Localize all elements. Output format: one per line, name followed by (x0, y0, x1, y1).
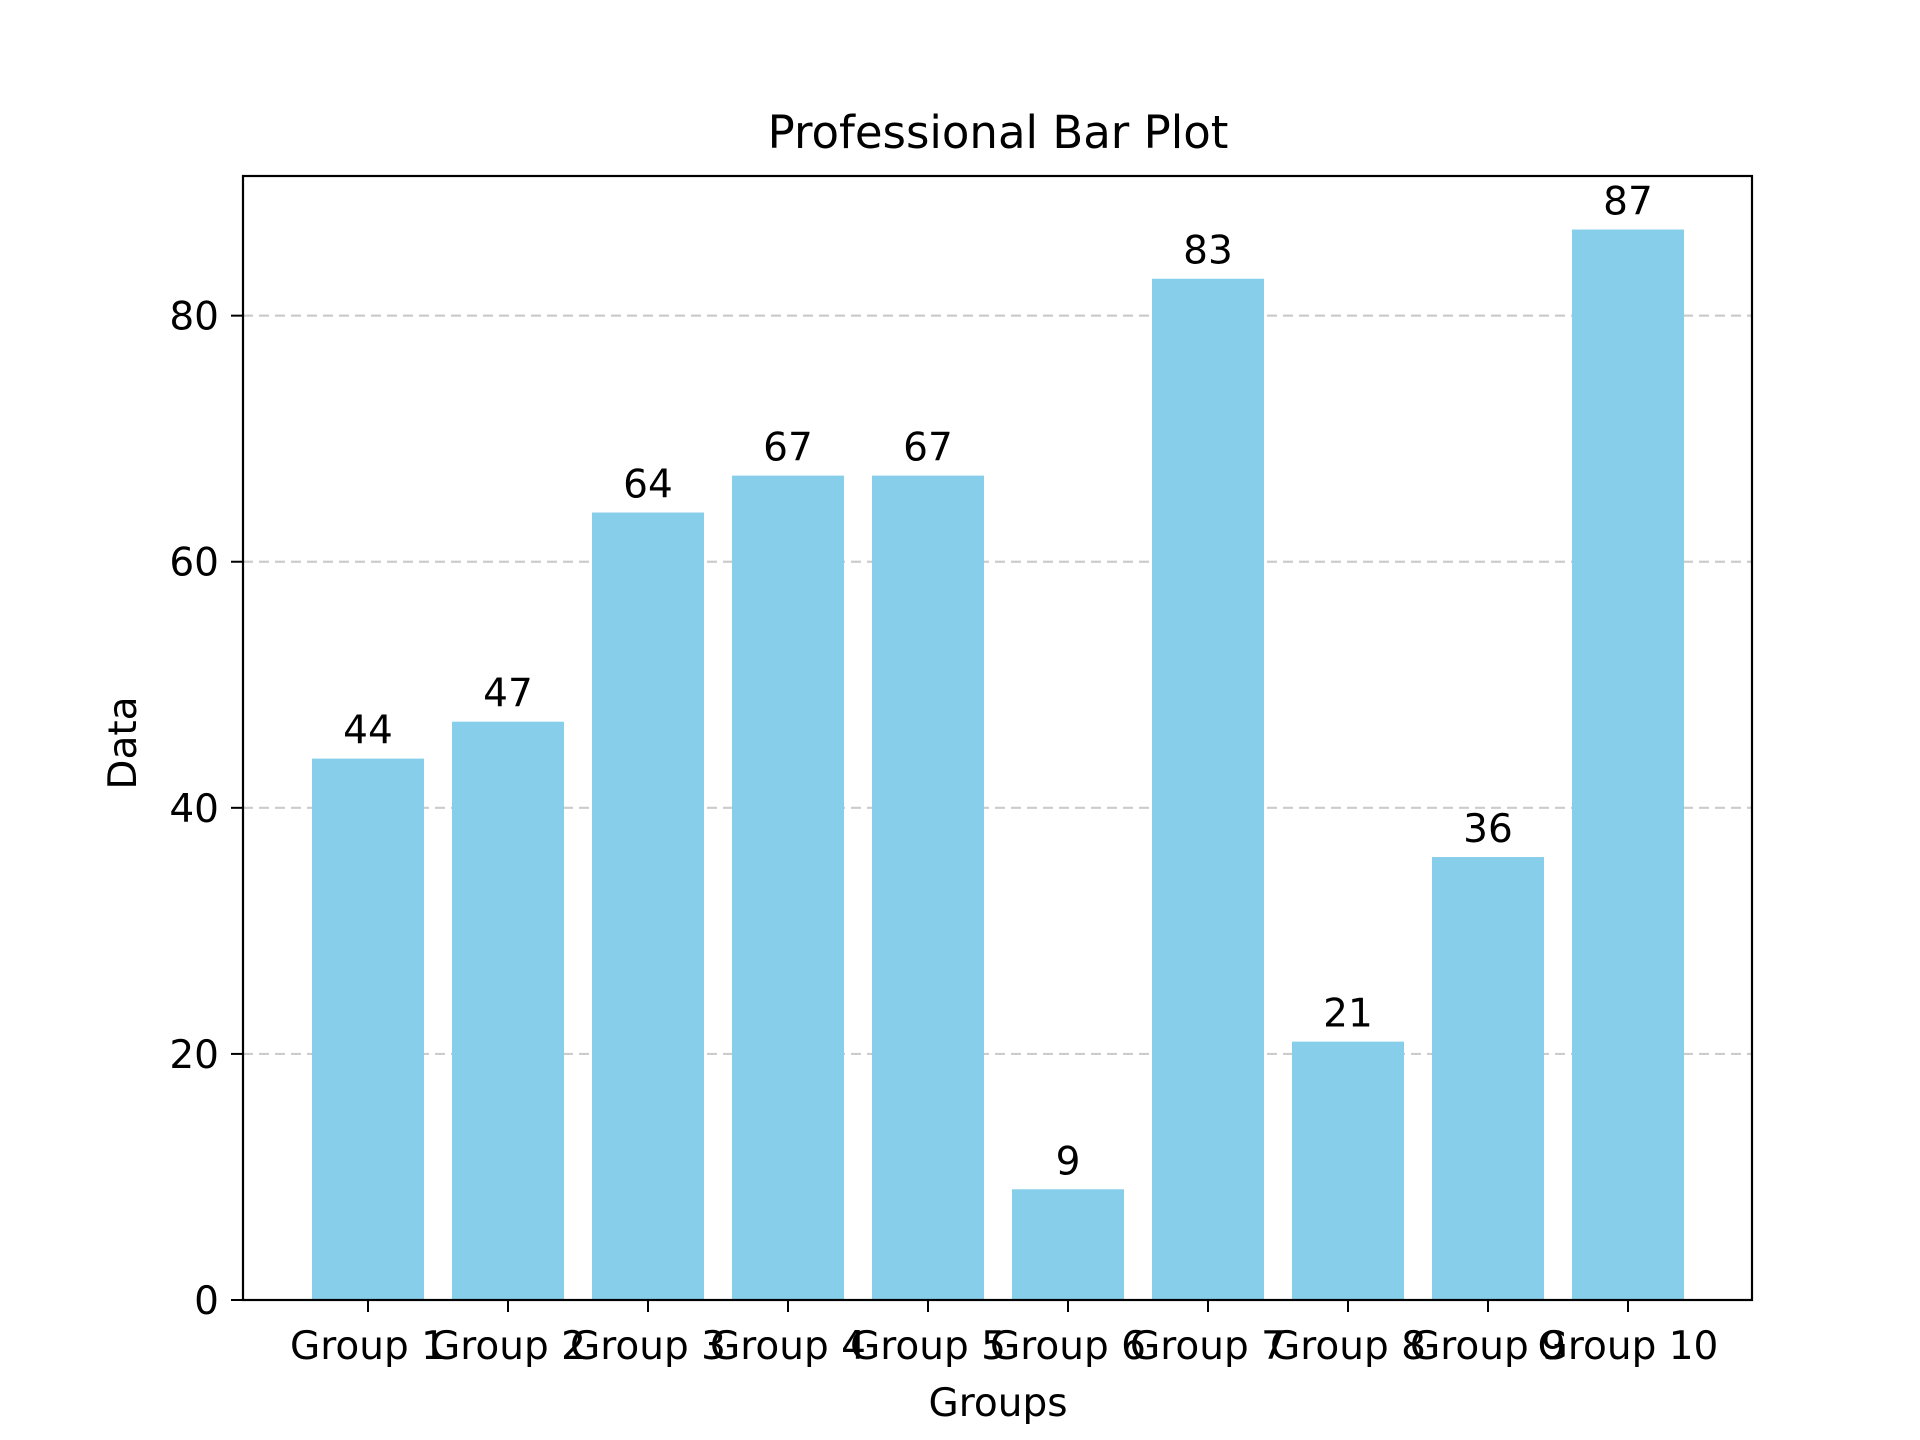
y-tick-label: 0 (194, 1279, 219, 1324)
bar-value-label: 21 (1323, 992, 1373, 1037)
bar (312, 758, 424, 1300)
bar-value-label: 83 (1183, 229, 1233, 274)
bar (732, 475, 844, 1300)
bar (592, 512, 704, 1300)
bars-layer (312, 229, 1684, 1301)
bar-value-label: 9 (1056, 1139, 1081, 1184)
bar-value-label: 87 (1603, 180, 1653, 225)
bar (1292, 1041, 1404, 1300)
bar (1152, 278, 1264, 1301)
x-tick-label: Group 3 (570, 1324, 726, 1369)
y-tick-label: 80 (169, 295, 219, 340)
bar-value-label: 64 (623, 463, 673, 508)
y-axis-label: Data (101, 696, 146, 789)
x-tick-label: Group 6 (990, 1324, 1146, 1369)
x-tick-label: Group 5 (850, 1324, 1006, 1369)
x-tick-label: Group 10 (1538, 1324, 1719, 1369)
y-ticks-layer: 0 20 40 60 80 (169, 295, 243, 1324)
bar-value-label: 36 (1463, 807, 1513, 852)
x-axis-label: Groups (928, 1381, 1067, 1426)
bar-value-label: 67 (903, 426, 953, 471)
chart-title: Professional Bar Plot (768, 106, 1229, 159)
value-labels-layer: 44 47 64 67 67 9 83 21 36 87 (343, 180, 1653, 1185)
bar (1432, 857, 1544, 1300)
bar (872, 475, 984, 1300)
y-tick-label: 60 (169, 541, 219, 586)
bar-value-label: 47 (483, 672, 533, 717)
x-tick-label: Group 8 (1270, 1324, 1426, 1369)
x-tick-label: Group 4 (710, 1324, 866, 1369)
axes-layer (241, 174, 1754, 1302)
bar (452, 721, 564, 1300)
y-tick-label: 20 (169, 1033, 219, 1078)
bar-value-label: 44 (343, 709, 393, 754)
x-tick-label: Group 2 (430, 1324, 586, 1369)
x-tick-label: Group 9 (1410, 1324, 1566, 1369)
bar (1012, 1189, 1124, 1300)
plot-frame (241, 174, 1754, 1302)
bar (1572, 229, 1684, 1300)
y-tick-label: 40 (169, 787, 219, 832)
bar-value-label: 67 (763, 426, 813, 471)
x-tick-label: Group 7 (1130, 1324, 1286, 1369)
x-tick-label: Group 1 (290, 1324, 446, 1369)
